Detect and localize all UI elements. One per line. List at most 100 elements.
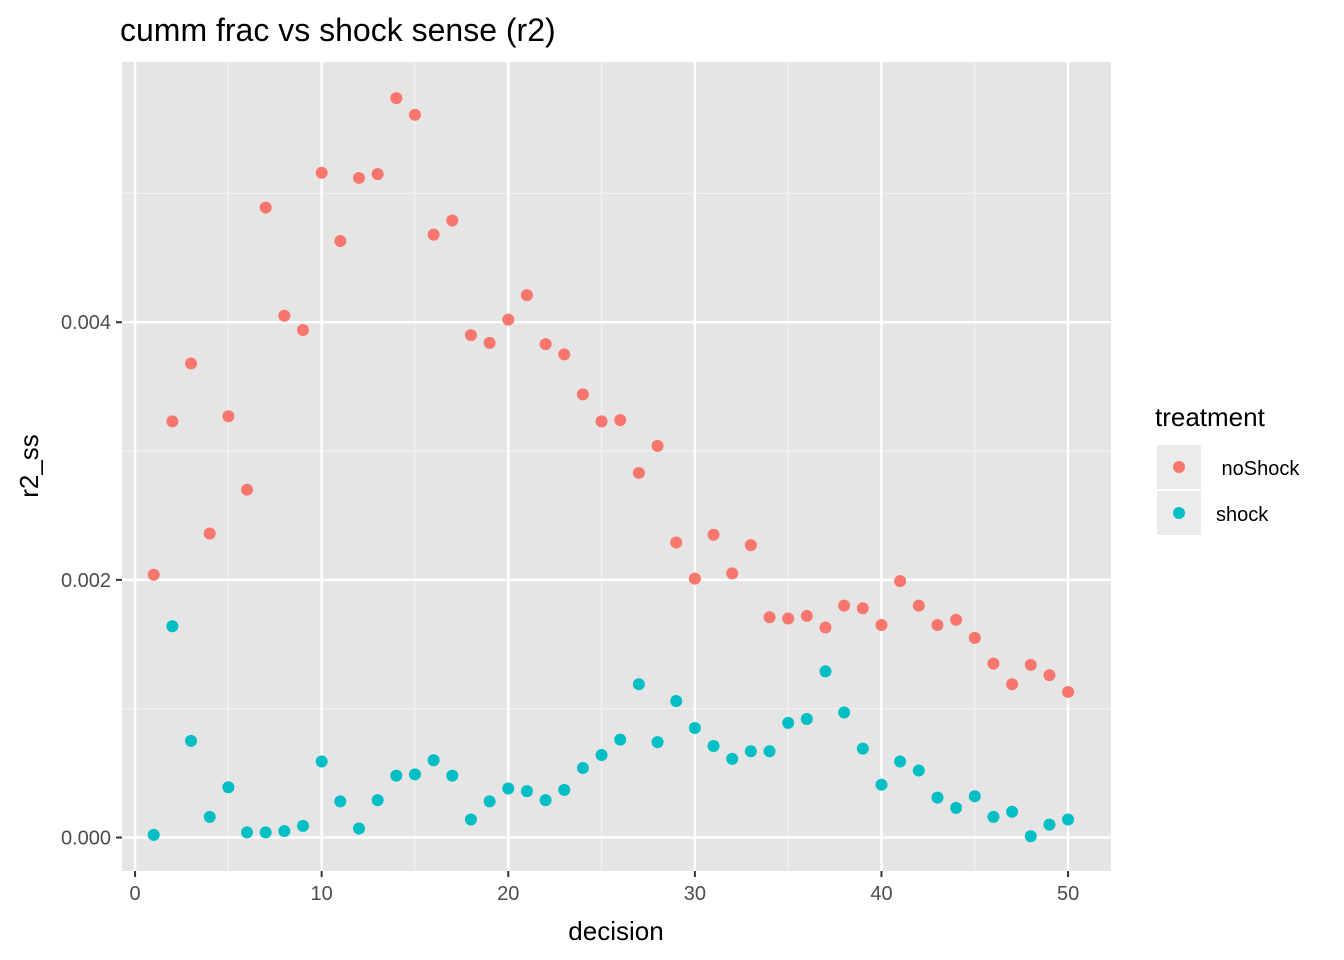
- data-point-shock: [371, 794, 384, 807]
- data-point-noshock: [614, 414, 627, 427]
- data-point-shock: [390, 769, 403, 782]
- data-point-shock: [520, 785, 533, 798]
- data-point-noshock: [408, 108, 421, 121]
- grid-lines: [122, 62, 1111, 871]
- y-tick-label: 0.004: [61, 312, 111, 334]
- data-point-shock: [875, 778, 888, 791]
- axes: 0 10 20 30 40 50 0.000 0.002 0.004: [61, 312, 1079, 905]
- data-point-shock: [856, 742, 869, 755]
- data-point-noshock: [464, 329, 477, 342]
- data-point-noshock: [950, 613, 963, 626]
- data-point-noshock: [147, 568, 160, 581]
- data-point-shock: [539, 794, 552, 807]
- data-point-shock: [595, 749, 608, 762]
- chart-title: cumm frac vs shock sense (r2): [120, 12, 556, 48]
- y-tick-label: 0.000: [61, 828, 111, 850]
- x-tick-label: 0: [129, 883, 140, 905]
- data-point-noshock: [838, 599, 851, 612]
- data-point-shock: [576, 761, 589, 774]
- data-point-shock: [1006, 805, 1019, 818]
- data-point-shock: [502, 782, 515, 795]
- legend-label-shock: shock: [1216, 504, 1269, 526]
- data-point-shock: [483, 795, 496, 808]
- data-point-noshock: [185, 357, 198, 370]
- data-point-shock: [315, 755, 328, 768]
- data-point-shock: [203, 810, 216, 823]
- x-tick-label: 20: [497, 883, 519, 905]
- data-point-shock: [259, 826, 272, 839]
- data-point-shock: [819, 665, 832, 678]
- data-point-shock: [800, 712, 813, 725]
- data-point-noshock: [1062, 685, 1075, 698]
- data-point-shock: [632, 678, 645, 691]
- data-point-shock: [408, 768, 421, 781]
- legend-key-noshock-icon: [1173, 461, 1185, 473]
- data-point-noshock: [278, 309, 291, 322]
- data-point-shock: [334, 795, 347, 808]
- data-point-noshock: [726, 567, 739, 580]
- data-point-noshock: [1006, 678, 1019, 691]
- data-point-noshock: [390, 92, 403, 105]
- data-point-noshock: [222, 410, 235, 423]
- data-point-noshock: [856, 602, 869, 615]
- data-point-noshock: [483, 336, 496, 349]
- data-point-noshock: [670, 536, 683, 549]
- data-point-noshock: [707, 528, 720, 541]
- data-point-noshock: [987, 657, 1000, 670]
- legend: treatment noShock shock: [1155, 402, 1300, 535]
- data-point-noshock: [241, 483, 254, 496]
- data-point-shock: [744, 745, 757, 758]
- data-point-noshock: [968, 631, 981, 644]
- data-point-noshock: [894, 575, 907, 588]
- x-tick-label: 50: [1057, 883, 1079, 905]
- legend-key-shock-icon: [1173, 507, 1185, 519]
- data-point-noshock: [744, 539, 757, 552]
- data-point-shock: [912, 764, 925, 777]
- data-point-noshock: [782, 612, 795, 625]
- data-point-shock: [987, 810, 1000, 823]
- data-point-noshock: [688, 572, 701, 585]
- data-point-shock: [222, 781, 235, 794]
- data-point-noshock: [912, 599, 925, 612]
- data-point-noshock: [576, 388, 589, 401]
- legend-title: treatment: [1155, 402, 1266, 432]
- data-point-shock: [707, 740, 720, 753]
- data-point-noshock: [259, 201, 272, 214]
- data-point-noshock: [427, 228, 440, 241]
- data-point-shock: [278, 825, 291, 838]
- data-point-noshock: [315, 166, 328, 179]
- data-point-shock: [651, 736, 664, 749]
- data-point-noshock: [819, 621, 832, 634]
- data-point-shock: [464, 813, 477, 826]
- data-point-noshock: [931, 618, 944, 631]
- data-point-noshock: [763, 611, 776, 624]
- data-point-shock: [670, 694, 683, 707]
- data-point-shock: [688, 722, 701, 735]
- data-point-noshock: [352, 171, 365, 184]
- data-point-shock: [297, 819, 310, 832]
- x-axis-title: decision: [568, 916, 663, 946]
- data-point-shock: [782, 716, 795, 729]
- data-point-noshock: [371, 168, 384, 181]
- data-point-shock: [931, 791, 944, 804]
- data-point-noshock: [334, 235, 347, 248]
- data-point-noshock: [558, 348, 571, 361]
- x-tick-label: 40: [870, 883, 892, 905]
- data-point-noshock: [651, 439, 664, 452]
- data-point-shock: [1062, 813, 1075, 826]
- data-point-noshock: [800, 609, 813, 622]
- data-point-shock: [614, 733, 627, 746]
- y-tick-label: 0.002: [61, 570, 111, 592]
- x-tick-label: 30: [684, 883, 706, 905]
- data-point-shock: [968, 790, 981, 803]
- data-point-shock: [726, 752, 739, 765]
- data-point-noshock: [446, 214, 459, 227]
- x-tick-label: 10: [311, 883, 333, 905]
- data-point-shock: [1043, 818, 1056, 831]
- data-point-noshock: [539, 338, 552, 351]
- data-point-shock: [147, 828, 160, 841]
- data-point-shock: [427, 754, 440, 767]
- data-point-shock: [446, 769, 459, 782]
- data-point-shock: [352, 822, 365, 835]
